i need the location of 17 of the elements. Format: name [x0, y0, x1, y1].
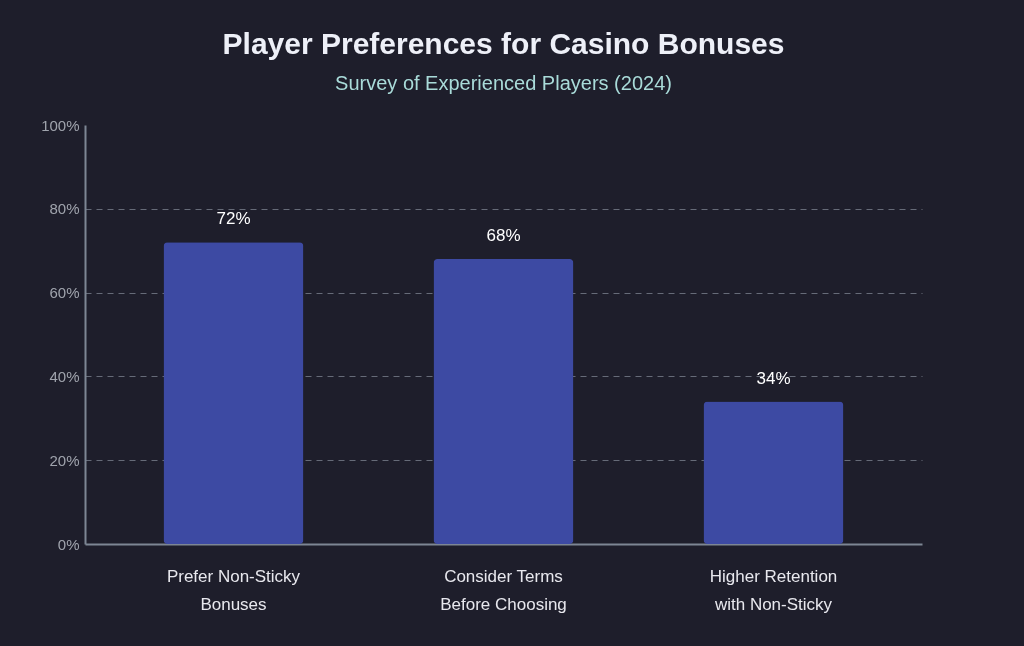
y-tick-label: 0%: [57, 535, 80, 553]
y-tick-label: 60%: [49, 284, 80, 302]
data-label: 72%: [216, 209, 251, 229]
bar: [163, 242, 304, 544]
bar: [703, 401, 844, 544]
y-tick-label: 100%: [41, 116, 80, 134]
x-tick-label: Consider Terms Before Choosing: [440, 566, 567, 614]
data-label: 34%: [756, 368, 791, 388]
bar: [433, 259, 574, 544]
chart-title: Player Preferences for Casino Bonuses: [222, 27, 785, 60]
x-tick-label: Prefer Non-Sticky Bonuses: [166, 566, 301, 614]
data-label: 68%: [486, 226, 521, 246]
y-tick-label: 20%: [49, 451, 80, 469]
y-tick-label: 40%: [49, 367, 80, 385]
y-tick-label: 80%: [49, 200, 80, 218]
chart-subtitle: Survey of Experienced Players (2024): [335, 72, 672, 94]
x-tick-label: Higher Retention with Non-Sticky: [709, 566, 838, 614]
